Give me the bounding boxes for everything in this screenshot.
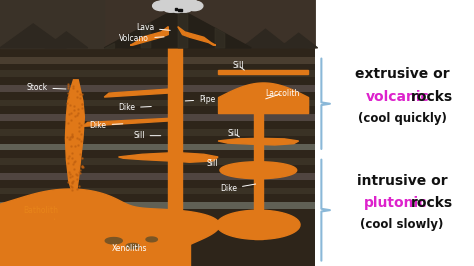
Polygon shape (0, 239, 190, 266)
Text: volcanic: volcanic (365, 90, 429, 104)
Polygon shape (83, 118, 168, 126)
Text: extrusive or: extrusive or (355, 68, 449, 81)
Polygon shape (118, 153, 218, 162)
Polygon shape (65, 80, 84, 197)
Text: intrusive or: intrusive or (356, 174, 447, 188)
Polygon shape (220, 162, 297, 179)
Text: Dike: Dike (118, 103, 151, 112)
Polygon shape (146, 237, 157, 242)
Text: Sill: Sill (228, 128, 239, 138)
Bar (0, 85, 315, 92)
Polygon shape (105, 238, 122, 244)
Circle shape (159, 0, 178, 9)
Text: plutonic: plutonic (364, 197, 428, 210)
Bar (0, 158, 315, 165)
Circle shape (167, 1, 188, 13)
Bar (0, 70, 315, 77)
Bar (0, 100, 315, 106)
Bar (0, 0, 315, 48)
Text: Laccolith: Laccolith (265, 89, 300, 99)
Circle shape (186, 1, 203, 11)
Polygon shape (235, 44, 239, 48)
Polygon shape (215, 28, 225, 48)
Polygon shape (178, 27, 216, 45)
Polygon shape (168, 45, 182, 239)
Text: (cool slowly): (cool slowly) (360, 218, 444, 231)
Text: Sill: Sill (206, 159, 218, 168)
Bar (0, 114, 315, 121)
Polygon shape (218, 138, 299, 145)
Polygon shape (242, 29, 289, 48)
Bar (0, 202, 315, 209)
Bar (0, 0, 315, 266)
Polygon shape (45, 32, 88, 48)
Text: Sill: Sill (232, 61, 244, 70)
Text: Stock: Stock (26, 83, 66, 92)
Bar (0, 129, 315, 136)
Polygon shape (218, 70, 308, 74)
Text: Pipe: Pipe (185, 95, 215, 104)
Bar (0, 57, 315, 64)
Circle shape (177, 0, 198, 10)
Bar (0, 173, 315, 180)
Polygon shape (104, 43, 114, 48)
Text: rocks: rocks (411, 90, 453, 104)
Bar (0, 144, 315, 150)
Polygon shape (244, 44, 249, 48)
Polygon shape (0, 0, 315, 48)
Text: Dike: Dike (220, 184, 255, 193)
Polygon shape (0, 189, 219, 266)
Polygon shape (104, 8, 251, 48)
Polygon shape (141, 23, 151, 48)
Text: Volcano: Volcano (119, 34, 164, 43)
Circle shape (177, 4, 192, 12)
Text: rocks: rocks (411, 197, 453, 210)
Polygon shape (126, 243, 139, 249)
Polygon shape (178, 8, 188, 48)
Bar (0, 188, 315, 194)
Text: (cool quickly): (cool quickly) (357, 112, 447, 125)
Polygon shape (225, 44, 230, 48)
Polygon shape (254, 144, 263, 239)
Polygon shape (0, 24, 66, 48)
Text: Batholith: Batholith (24, 206, 59, 219)
Text: Sill: Sill (133, 131, 161, 140)
Polygon shape (280, 33, 318, 48)
Circle shape (163, 4, 178, 12)
Polygon shape (0, 0, 104, 48)
Polygon shape (130, 27, 168, 45)
Text: Lava: Lava (136, 23, 170, 32)
Circle shape (153, 1, 170, 11)
Polygon shape (0, 0, 104, 48)
Text: Dike: Dike (90, 120, 123, 130)
Polygon shape (217, 210, 300, 239)
Circle shape (164, 0, 191, 10)
Text: Xenoliths: Xenoliths (111, 244, 147, 253)
Polygon shape (254, 112, 263, 144)
Polygon shape (104, 89, 168, 97)
